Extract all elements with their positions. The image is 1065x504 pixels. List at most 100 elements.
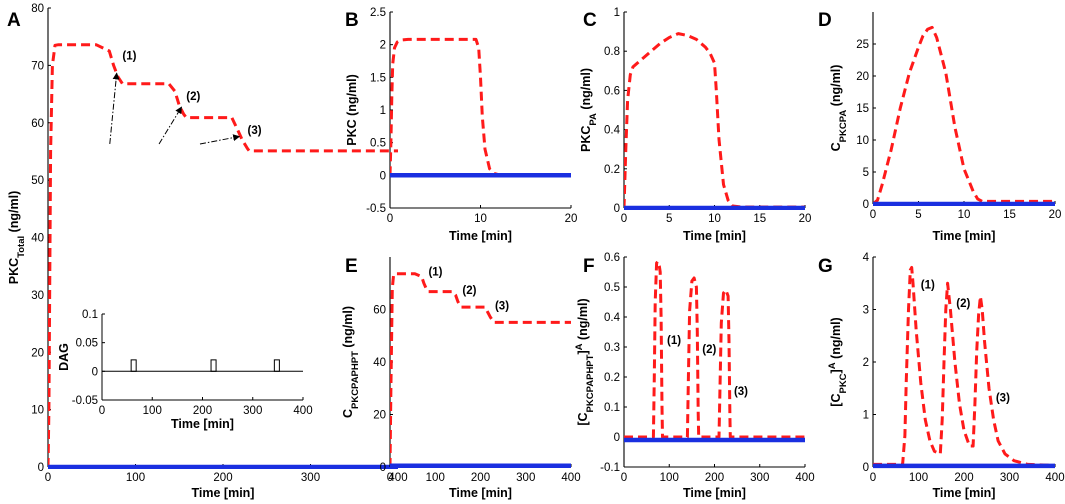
y-tick-label: 0	[614, 203, 620, 215]
panel-label: C	[583, 10, 597, 31]
x-tick-label: 0	[387, 472, 393, 484]
x-tick-label: 5	[915, 209, 921, 221]
x-tick-label: 300	[243, 405, 262, 417]
y-tick-label: 0	[92, 366, 98, 378]
x-tick-label: 0	[45, 472, 51, 484]
y-tick-label: 10	[31, 405, 44, 417]
panel-label: A	[7, 10, 21, 31]
annotation-label: (1)	[122, 51, 136, 63]
y-tick-label: 60	[31, 118, 44, 130]
y-tick-label: 0	[38, 462, 44, 474]
x-tick-label: 0	[99, 405, 105, 417]
x-tick-label: 400	[388, 472, 407, 484]
x-axis-label: Time [min]	[683, 486, 746, 500]
y-tick-label: 0	[380, 462, 386, 474]
y-tick-label: 0.1	[82, 309, 98, 321]
x-axis-label: Time [min]	[933, 486, 996, 500]
series-red-line	[390, 272, 571, 468]
y-tick-label: 25	[856, 39, 869, 51]
x-axis-label: Time [min]	[449, 486, 512, 500]
y-tick-label: 0.4	[604, 125, 621, 137]
y-tick-label: 1	[380, 105, 386, 117]
y-tick-label: -0.05	[72, 395, 98, 407]
y-axis-label: [CPKCPAPHPT]A (ng/ml)	[574, 298, 596, 425]
dag-pulse	[130, 359, 137, 372]
x-axis-label: Time [min]	[683, 229, 746, 243]
y-tick-label: 0.05	[76, 338, 98, 350]
y-tick-label: 2	[380, 40, 386, 52]
y-tick-label: 80	[31, 3, 44, 15]
y-tick-label: 40	[373, 357, 386, 369]
y-tick-label: 0.6	[604, 252, 620, 264]
x-tick-label: 10	[474, 213, 487, 225]
x-tick-label: 100	[426, 472, 445, 484]
x-tick-label: 5	[666, 213, 672, 225]
chart-panel-d: 0 5 10 15 20 0 5 10 15 20 25 Time [min] CPKCPA (ng/m…	[818, 10, 1061, 243]
y-tick-label: 2.5	[370, 7, 386, 19]
annotation-label: (1)	[428, 266, 442, 278]
y-tick-label: 0.5	[604, 282, 620, 294]
y-tick-label: 15	[856, 103, 869, 115]
annotation-label: (2)	[702, 344, 716, 356]
panel-label: E	[345, 256, 358, 277]
x-axis-label: Time [min]	[171, 417, 234, 431]
y-tick-label: 5	[863, 167, 869, 179]
y-axis-label: CPKCPAPHPT (ng/ml)	[341, 306, 361, 418]
x-axis-label: Time [min]	[192, 486, 255, 500]
chart-panel-f: 0 100 200 300 400-0.100.10.20.30.40.50.6Time…	[574, 252, 815, 500]
y-tick-label: 0.1	[604, 402, 620, 414]
y-tick-label: 0.2	[604, 372, 620, 384]
dag-pulse	[210, 359, 217, 372]
y-axis-label: CPKCPA (ng/ml)	[829, 65, 849, 152]
x-tick-label: 20	[1049, 209, 1062, 221]
y-tick-label: 10	[856, 135, 869, 147]
chart-panel-g: 0 100 200 300 400 0 1 2 3 4 Time [min] [CPKC]A (ng/…	[818, 252, 1065, 500]
annotation-label: (2)	[956, 298, 970, 310]
x-tick-label: 400	[293, 405, 312, 417]
x-tick-label: 300	[301, 472, 320, 484]
x-tick-label: 0	[870, 209, 876, 221]
x-tick-label: 200	[213, 472, 232, 484]
x-tick-label: 10	[958, 209, 971, 221]
x-tick-label: 300	[516, 472, 535, 484]
x-tick-label: 100	[126, 472, 145, 484]
x-tick-label: 10	[708, 213, 721, 225]
x-tick-label: 200	[193, 405, 212, 417]
x-tick-label: 400	[795, 472, 814, 484]
x-tick-label: 20	[565, 213, 578, 225]
y-tick-label: 1	[614, 7, 620, 19]
y-tick-label: 0.2	[604, 164, 620, 176]
y-axis-label: [CPKC]A (ng/ml)	[827, 317, 849, 406]
x-tick-label: 0	[621, 213, 627, 225]
y-tick-label: 0.8	[604, 46, 620, 58]
x-tick-label: 300	[1000, 472, 1019, 484]
x-tick-label: 200	[954, 472, 973, 484]
series-red-line	[873, 25, 1055, 206]
annotation-arrow	[199, 134, 241, 145]
x-tick-label: 20	[799, 213, 812, 225]
y-tick-label: 4	[863, 252, 870, 264]
y-axis-label: PKCPA (ng/ml)	[579, 68, 599, 152]
x-tick-label: 15	[1003, 209, 1016, 221]
dag-pulse	[273, 359, 280, 372]
y-tick-label: -0.1	[600, 462, 620, 474]
x-tick-label: 100	[909, 472, 928, 484]
x-tick-label: 300	[750, 472, 769, 484]
x-tick-label: 200	[471, 472, 490, 484]
panel-label: B	[345, 10, 359, 31]
y-tick-label: 20	[373, 410, 386, 422]
y-tick-label: 60	[373, 305, 386, 317]
y-tick-label: 50	[31, 175, 44, 187]
x-tick-label: 400	[561, 472, 580, 484]
y-tick-label: 20	[856, 71, 869, 83]
panel-label: G	[818, 256, 833, 277]
y-tick-label: 1.5	[370, 72, 386, 84]
y-tick-label: 2	[863, 357, 869, 369]
y-tick-label: 0.4	[604, 312, 621, 324]
panel-label: D	[818, 10, 832, 31]
x-tick-label: 0	[387, 213, 393, 225]
